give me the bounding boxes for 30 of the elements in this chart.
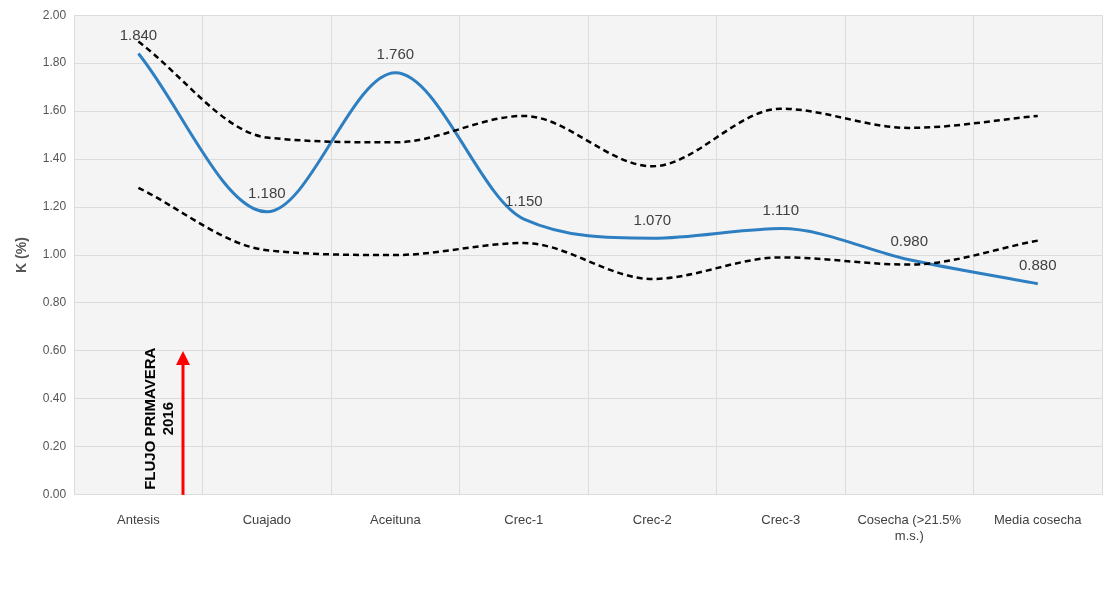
data-label: 1.180 [248, 184, 286, 202]
x-tick-label: Crec-3 [761, 512, 801, 528]
y-tick-label: 0.20 [42, 439, 67, 454]
y-tick-label: 1.60 [42, 103, 67, 118]
y-tick-label: 0.40 [42, 391, 67, 406]
x-tick-label: Media cosecha [994, 512, 1083, 528]
y-tick-label: 1.20 [42, 199, 67, 214]
data-label: 0.980 [890, 232, 929, 250]
x-tick-label: Cuajado [242, 512, 292, 528]
x-tick-label: Aceituna [370, 512, 422, 528]
y-tick-label: 1.40 [42, 151, 67, 166]
y-tick-label: 1.80 [42, 55, 67, 70]
y-tick-label: 0.60 [42, 343, 67, 358]
y-tick-label: 2.00 [42, 7, 67, 22]
line-series [137, 40, 1040, 168]
data-label: 1.760 [376, 45, 415, 63]
x-tick-label: Crec-2 [632, 512, 672, 528]
y-axis-title: K (%) [13, 237, 30, 273]
x-tick-label: Crec-1 [504, 512, 544, 528]
y-tick-label: 1.00 [42, 247, 67, 262]
y-tick-label: 0.00 [42, 487, 67, 502]
data-label: 0.880 [1018, 256, 1057, 274]
data-label: 1.070 [633, 210, 672, 228]
annotation: FLUJO PRIMAVERA 2016 [141, 347, 177, 490]
data-label: 1.840 [119, 26, 158, 44]
x-tick-label: Cosecha (>21.5% m.s.) [857, 512, 962, 543]
data-label: 1.110 [762, 201, 800, 219]
x-tick-label: Antesis [117, 512, 161, 528]
data-label: 1.150 [505, 191, 543, 209]
y-tick-label: 0.80 [42, 295, 67, 310]
